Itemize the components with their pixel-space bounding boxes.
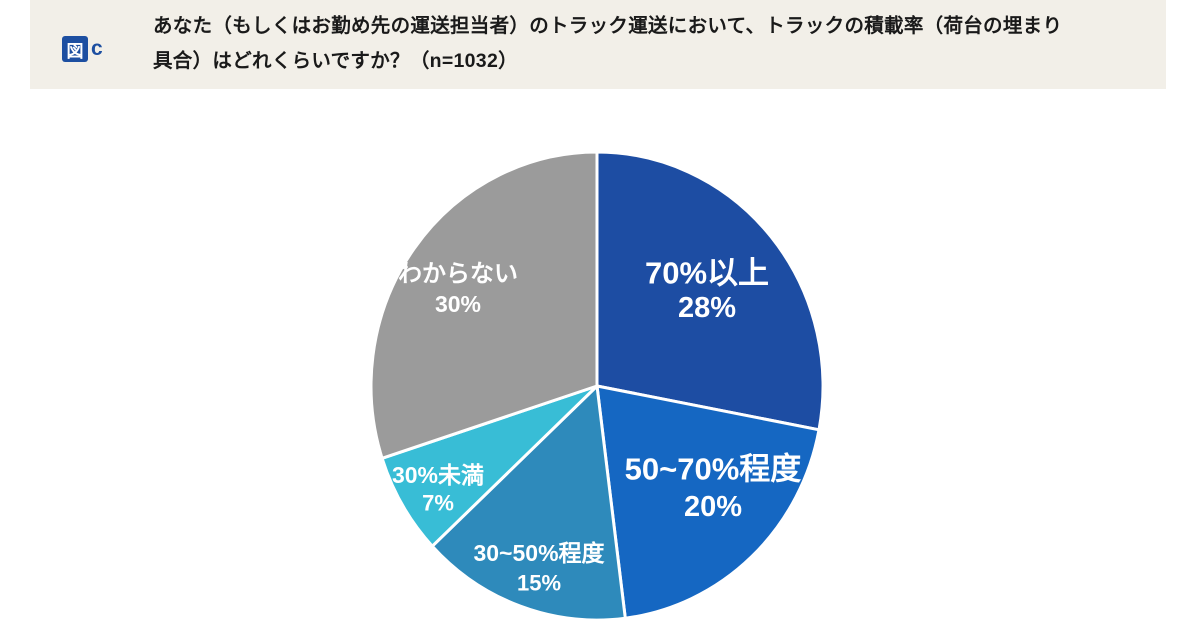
slice-label-4: わからない	[398, 261, 518, 288]
pie-slice-0	[595, 150, 825, 432]
question-line-2: 具合）はどれくらいですか？（n=1032）	[153, 50, 518, 72]
pie-slice-2	[430, 384, 627, 622]
slice-label-1: 50~70%程度	[625, 452, 802, 487]
slice-label-2: 30~50%程度	[473, 540, 605, 566]
question-text: あなた（もしくはお勤め先の運送担当者）のトラック運送において、トラックの積載率（…	[153, 9, 1153, 79]
slice-label-0: 70%以上	[645, 256, 769, 291]
figure-label: 図 c	[62, 36, 103, 62]
question-header: 図 c あなた（もしくはお勤め先の運送担当者）のトラック運送において、トラックの…	[30, 0, 1166, 89]
figure-letter: c	[91, 37, 103, 60]
pie-slice-3	[380, 384, 599, 548]
pie-slice-4	[369, 150, 599, 460]
slice-pct-4: 30%	[435, 291, 481, 317]
slice-pct-2: 15%	[517, 571, 561, 596]
question-line-1: あなた（もしくはお勤め先の運送担当者）のトラック運送において、トラックの積載率（…	[153, 15, 1063, 37]
figure-badge-icon: 図	[62, 36, 88, 62]
pie-slice-1	[595, 384, 821, 620]
slice-pct-3: 7%	[422, 491, 454, 516]
slice-pct-1: 20%	[684, 491, 742, 523]
slice-label-3: 30%未満	[392, 462, 484, 488]
slice-pct-0: 28%	[678, 292, 736, 324]
